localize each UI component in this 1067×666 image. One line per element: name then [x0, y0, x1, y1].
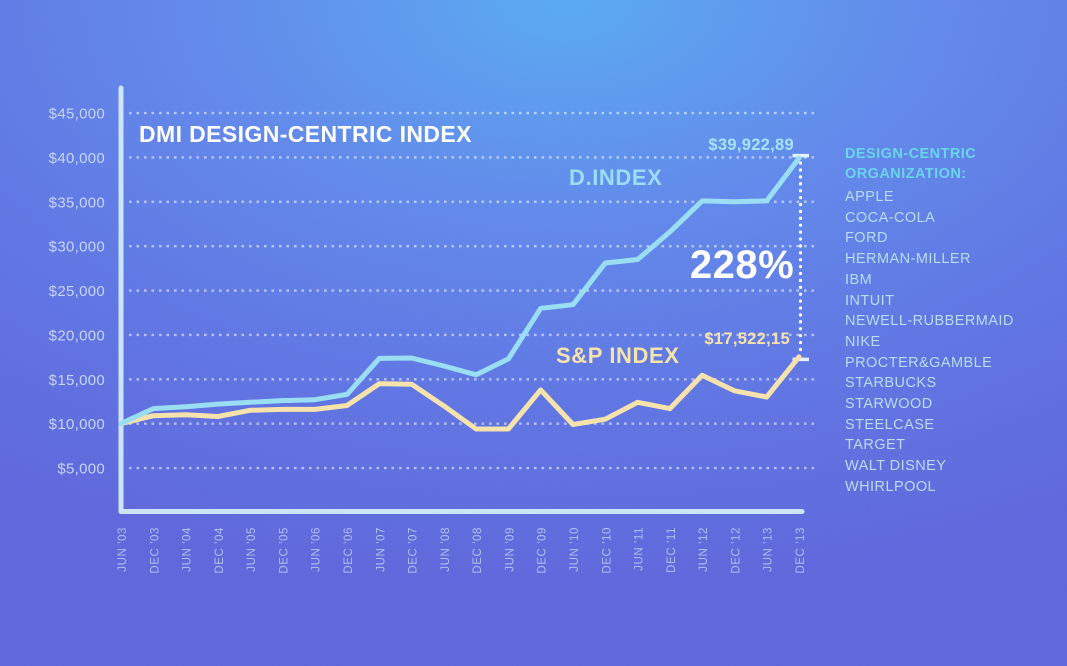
- x-tick-label: DEC '04: [214, 527, 226, 574]
- organization-item: STARBUCKS: [845, 375, 937, 392]
- sp-index-series-label: S&P INDEX: [556, 343, 680, 368]
- organization-item: WALT DISNEY: [845, 458, 947, 475]
- y-tick-label: $5,000: [57, 461, 105, 478]
- x-tick-label: DEC '09: [537, 527, 549, 574]
- x-tick-label: DEC '06: [343, 527, 355, 574]
- organization-item: COCA-COLA: [845, 209, 936, 226]
- y-tick-label: $15,000: [49, 372, 105, 389]
- x-tick-label: DEC '11: [666, 527, 678, 573]
- x-tick-label: JUN '05: [246, 527, 258, 572]
- sp-index-final-value: $17,522,15: [704, 330, 790, 348]
- panel-heading-line1: DESIGN-CENTRIC: [845, 146, 977, 162]
- series-lines-layer: [118, 155, 802, 432]
- s-p-index-line: [118, 354, 802, 432]
- design-centric-organizations-panel: DESIGN-CENTRIC ORGANIZATION: APPLE COCA-C…: [845, 144, 1014, 498]
- d-index-series-label: D.INDEX: [569, 165, 663, 190]
- x-tick-label: DEC '08: [472, 527, 484, 574]
- organization-item: TARGET: [845, 437, 906, 454]
- d-index-line: [118, 155, 802, 427]
- x-tick-label: DEC '03: [149, 527, 161, 574]
- x-tick-label: DEC '13: [795, 527, 807, 574]
- y-tick-label: $40,000: [49, 150, 105, 167]
- x-tick-label: JUN '06: [311, 527, 323, 572]
- x-tick-label: JUN '09: [504, 527, 516, 572]
- chart-title: DMI DESIGN-CENTRIC INDEX: [139, 121, 472, 147]
- y-tick-label: $30,000: [49, 239, 105, 256]
- x-tick-label: JUN '10: [569, 527, 581, 572]
- organization-item: NIKE: [845, 333, 881, 350]
- x-tick-label: JUN '12: [698, 527, 710, 572]
- y-tick-label: $20,000: [49, 327, 105, 344]
- organization-item: NEWELL-RUBBERMAID: [845, 313, 1014, 330]
- organization-item: HERMAN-MILLER: [845, 251, 971, 268]
- d-index-final-value: $39,922,89: [708, 136, 794, 154]
- x-tick-label: DEC '05: [278, 527, 290, 574]
- panel-heading-line2: ORGANIZATION:: [845, 166, 967, 182]
- organization-item: STARWOOD: [845, 396, 933, 413]
- tick-labels-layer: $45,000 $40,000 $35,000 $30,000 $25,000 $20,0…: [49, 106, 807, 574]
- x-tick-label: DEC '07: [408, 527, 420, 574]
- x-tick-label: JUN '03: [117, 527, 129, 572]
- x-tick-label: JUN '11: [634, 527, 646, 571]
- organization-item: IBM: [845, 271, 873, 288]
- organization-item: FORD: [845, 230, 888, 247]
- x-tick-label: JUN '13: [763, 527, 775, 572]
- organization-item: INTUIT: [845, 292, 895, 309]
- organization-item: STEELCASE: [845, 416, 935, 433]
- organization-list: APPLE COCA-COLA FORD HERMAN-MILLER IBM INTUIT…: [845, 187, 1014, 498]
- x-tick-label: JUN '07: [375, 527, 387, 572]
- y-tick-label: $45,000: [49, 106, 105, 123]
- x-tick-label: JUN '08: [440, 527, 452, 572]
- y-tick-label: $35,000: [49, 194, 105, 211]
- x-tick-label: DEC '10: [601, 527, 613, 574]
- x-tick-label: DEC '12: [730, 527, 742, 574]
- gridlines-layer: [129, 111, 818, 470]
- organization-item: WHIRLPOOL: [845, 478, 937, 495]
- organization-item: PROCTER&GAMBLE: [845, 354, 993, 371]
- growth-percentage: 228%: [689, 243, 795, 287]
- x-tick-label: JUN '04: [182, 527, 194, 572]
- y-tick-label: $10,000: [49, 416, 105, 433]
- y-tick-label: $25,000: [49, 283, 105, 300]
- organization-item: APPLE: [845, 189, 894, 205]
